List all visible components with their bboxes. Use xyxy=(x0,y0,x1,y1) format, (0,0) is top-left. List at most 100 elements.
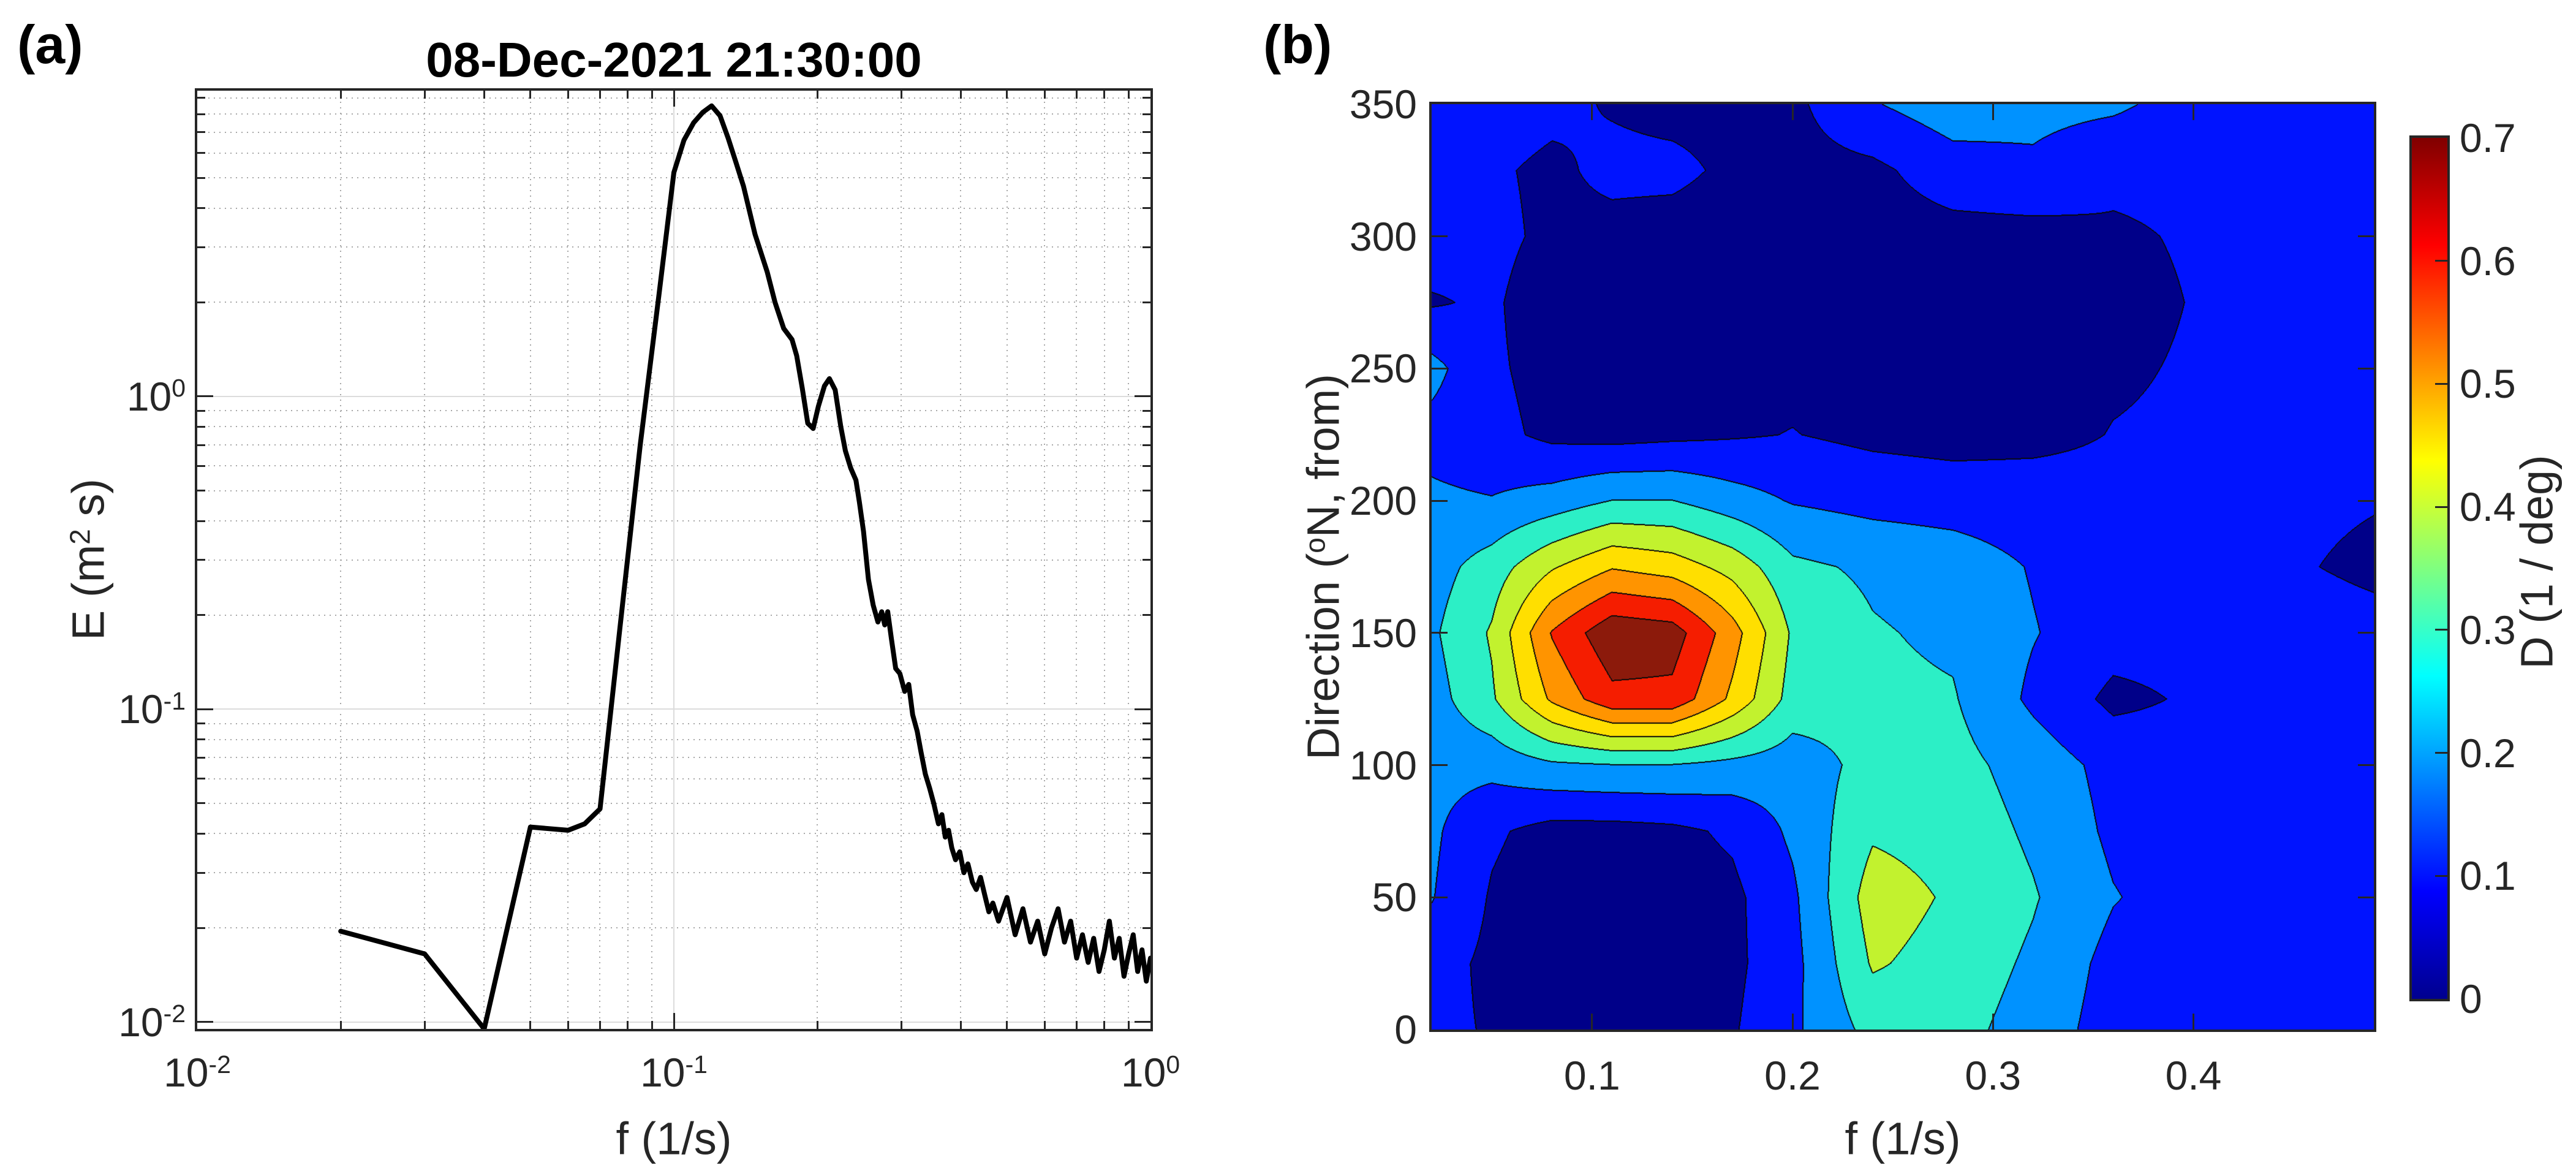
tick-mark xyxy=(197,113,205,115)
colorbar-gradient xyxy=(2412,138,2447,999)
tick-mark xyxy=(1143,756,1150,759)
tick-mark xyxy=(1143,778,1150,779)
tick-mark xyxy=(627,1021,629,1029)
tick-mark xyxy=(339,91,342,99)
tick-mark xyxy=(1127,1021,1130,1029)
grid-line-x-major xyxy=(673,91,674,1029)
energy-spectrum-curve xyxy=(338,103,1150,1029)
panel-b-label: (b) xyxy=(1263,14,1332,75)
tick-mark xyxy=(197,1021,213,1023)
grid-line-y-major xyxy=(197,395,1150,397)
panel-a-ylabel-sup: 2 xyxy=(64,529,96,545)
panel-a-x-tick-label: 10-2 xyxy=(164,1049,231,1096)
panel-b-x-tick-label: 0.4 xyxy=(2165,1053,2222,1098)
tick-mark xyxy=(1432,499,1448,502)
colorbar-tick-label: 0.5 xyxy=(2460,361,2516,407)
panel-a-x-tick-label: 10-1 xyxy=(640,1049,708,1096)
tick-mark xyxy=(1135,1021,1150,1023)
panel-b-ylabel-sup: o xyxy=(1299,537,1331,553)
tick-mark xyxy=(2358,632,2374,634)
colorbar xyxy=(2409,135,2450,1001)
tick-mark xyxy=(197,490,205,492)
tick-mark xyxy=(1791,1014,1794,1030)
tick-mark xyxy=(599,1021,601,1029)
tick-base: 10 xyxy=(118,686,164,732)
tick-mark xyxy=(567,1021,569,1029)
tick-mark xyxy=(1143,614,1150,616)
tick-mark xyxy=(2358,896,2374,898)
colorbar-tick-mark xyxy=(2435,260,2447,262)
tick-mark xyxy=(197,301,205,303)
tick-mark xyxy=(423,91,426,99)
tick-mark xyxy=(1143,871,1150,874)
tick-mark xyxy=(1992,1014,1994,1030)
tick-mark xyxy=(1043,1021,1046,1029)
tick-mark xyxy=(816,1021,818,1029)
tick-mark xyxy=(2358,367,2374,370)
tick-mark xyxy=(1135,708,1150,710)
colorbar-tick-label: 0.3 xyxy=(2460,607,2516,653)
tick-mark xyxy=(1143,832,1150,835)
tick-base: 10 xyxy=(640,1050,686,1095)
tick-mark xyxy=(1591,1014,1593,1030)
tick-mark xyxy=(1992,104,1994,120)
tick-mark xyxy=(673,1013,675,1029)
panel-a-title: 08-Dec-2021 21:30:00 xyxy=(426,32,922,87)
panel-a-ylabel-text2: s) xyxy=(62,479,114,529)
tick-mark xyxy=(1006,1021,1008,1029)
colorbar-tick-label: 0.6 xyxy=(2460,238,2516,284)
panel-b-y-tick-label: 300 xyxy=(1349,213,1417,259)
tick-mark xyxy=(1143,559,1150,561)
tick-mark xyxy=(197,708,213,710)
tick-mark xyxy=(2192,104,2194,120)
panel-a-ylabel-text: E (m xyxy=(62,544,114,640)
tick-mark xyxy=(1591,104,1593,120)
tick-mark xyxy=(1143,207,1150,210)
tick-mark xyxy=(197,176,205,179)
panel-a-y-tick-label: 10-1 xyxy=(0,686,186,732)
tick-mark xyxy=(1043,91,1046,99)
panel-a-xlabel: f (1/s) xyxy=(616,1113,732,1164)
tick-mark xyxy=(197,738,205,741)
tick-base: 10 xyxy=(1120,1050,1166,1095)
tick-mark xyxy=(900,91,902,99)
tick-mark xyxy=(2358,235,2374,238)
contour-canvas xyxy=(1432,104,2374,1030)
tick-exponent: -1 xyxy=(163,686,186,715)
tick-mark xyxy=(197,152,205,154)
tick-mark xyxy=(1075,91,1078,99)
tick-mark xyxy=(339,1021,342,1029)
tick-mark xyxy=(197,832,205,835)
tick-exponent: 0 xyxy=(172,374,186,403)
tick-mark xyxy=(529,91,532,99)
tick-mark xyxy=(197,465,205,467)
colorbar-label: D (1 / deg) xyxy=(2511,455,2563,669)
tick-mark xyxy=(1143,490,1150,492)
tick-mark xyxy=(197,395,213,398)
tick-mark xyxy=(1143,927,1150,929)
panel-b-x-tick-label: 0.2 xyxy=(1764,1053,1821,1098)
panel-b-y-tick-label: 350 xyxy=(1349,82,1417,127)
curve-polyline xyxy=(338,103,1150,1029)
tick-mark xyxy=(1103,91,1106,99)
tick-mark xyxy=(197,927,205,929)
panel-b-plot-area xyxy=(1432,104,2374,1030)
tick-mark xyxy=(1432,367,1448,370)
tick-mark xyxy=(567,91,569,99)
tick-base: 10 xyxy=(118,999,164,1045)
tick-mark xyxy=(197,778,205,779)
tick-mark xyxy=(1006,91,1008,99)
tick-mark xyxy=(1143,176,1150,179)
tick-mark xyxy=(599,91,601,99)
tick-mark xyxy=(1143,301,1150,303)
tick-mark xyxy=(1432,632,1448,634)
tick-mark xyxy=(2358,764,2374,767)
panel-b-xlabel: f (1/s) xyxy=(1845,1113,1961,1164)
panel-b-y-tick-label: 100 xyxy=(1349,742,1417,788)
tick-mark xyxy=(1143,113,1150,115)
tick-mark xyxy=(627,91,629,99)
tick-mark xyxy=(2192,1014,2194,1030)
tick-mark xyxy=(651,91,653,99)
panel-a-label: (a) xyxy=(17,14,83,75)
tick-mark xyxy=(1143,444,1150,446)
